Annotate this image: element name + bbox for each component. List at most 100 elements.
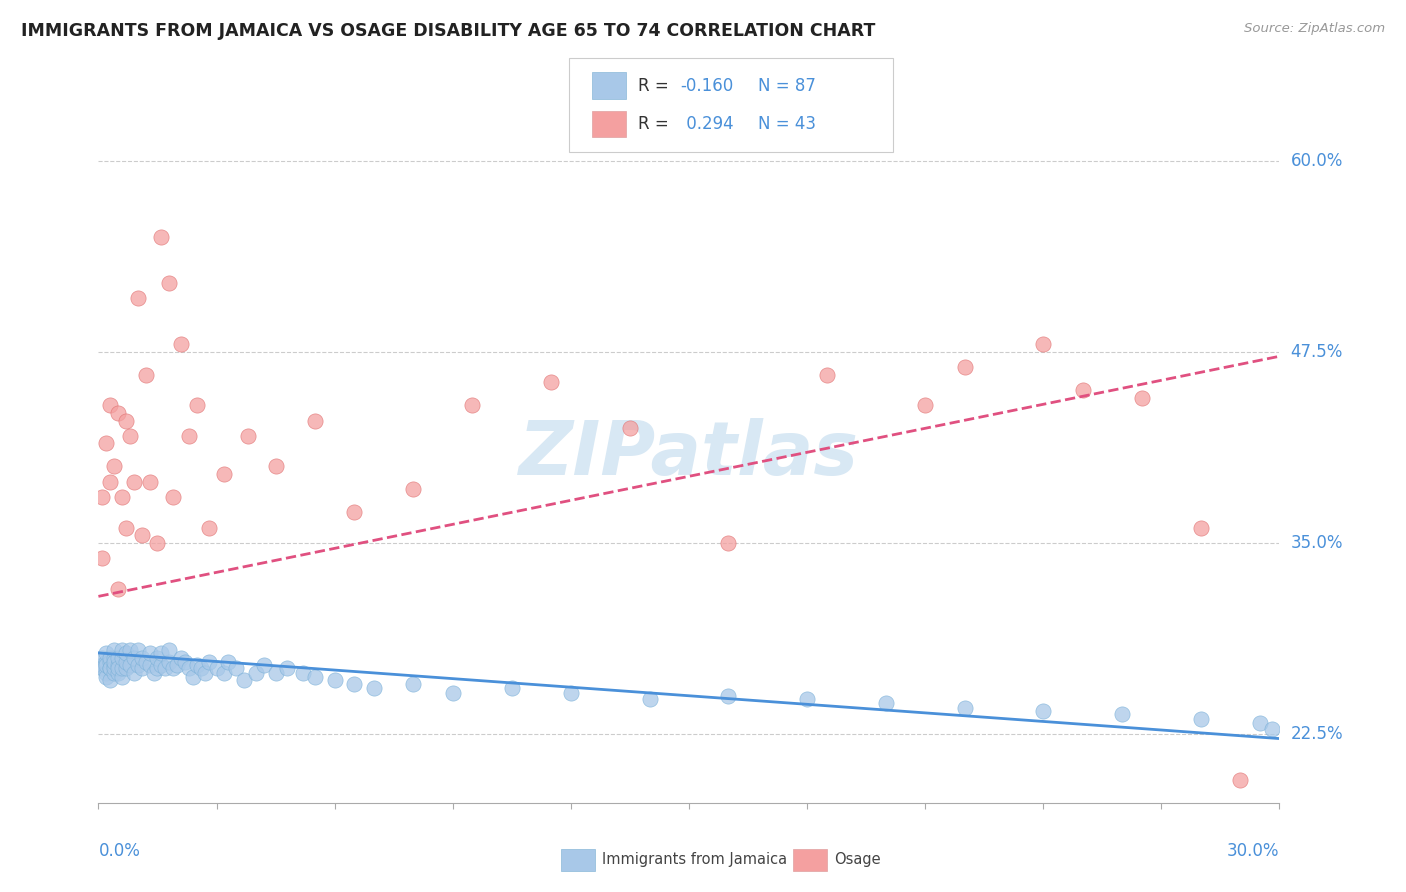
Point xyxy=(122,650,145,665)
Point xyxy=(953,701,976,715)
Point xyxy=(103,661,125,675)
Point xyxy=(111,490,134,504)
Point xyxy=(236,429,259,443)
Point xyxy=(264,665,287,680)
Point xyxy=(111,670,134,684)
Point xyxy=(190,661,212,675)
Point xyxy=(304,670,326,684)
Point xyxy=(142,665,165,680)
Point xyxy=(98,661,121,675)
Point xyxy=(131,528,153,542)
Point xyxy=(323,673,346,688)
Point xyxy=(150,646,173,660)
Point xyxy=(96,646,118,660)
Point xyxy=(1189,520,1212,534)
Point xyxy=(304,413,326,427)
Point xyxy=(441,686,464,700)
Point xyxy=(214,467,236,481)
Point xyxy=(292,665,315,680)
Point xyxy=(815,368,838,382)
Point xyxy=(1071,383,1094,397)
Point xyxy=(115,646,138,660)
Point xyxy=(111,650,134,665)
Point xyxy=(1130,391,1153,405)
Point xyxy=(157,643,180,657)
Point xyxy=(107,650,129,665)
Text: R =: R = xyxy=(638,77,675,95)
Point xyxy=(107,661,129,675)
Point xyxy=(91,490,114,504)
Text: 22.5%: 22.5% xyxy=(1291,725,1343,743)
Point xyxy=(194,665,217,680)
Point xyxy=(96,670,118,684)
Point xyxy=(155,661,177,675)
Point xyxy=(107,658,129,673)
Point xyxy=(103,459,125,474)
Point xyxy=(135,368,157,382)
Point xyxy=(98,661,121,675)
Point xyxy=(162,490,184,504)
Point xyxy=(343,676,366,690)
Point xyxy=(122,475,145,489)
Point xyxy=(162,661,184,675)
Point xyxy=(619,421,641,435)
Point xyxy=(96,658,118,673)
Point xyxy=(402,676,425,690)
Point xyxy=(138,475,160,489)
Text: ZIPatlas: ZIPatlas xyxy=(519,418,859,491)
Point xyxy=(135,655,157,669)
Point xyxy=(1032,337,1054,351)
Point xyxy=(953,359,976,374)
Point xyxy=(103,643,125,657)
Point xyxy=(796,691,818,706)
Text: Source: ZipAtlas.com: Source: ZipAtlas.com xyxy=(1244,22,1385,36)
Point xyxy=(343,505,366,519)
Point xyxy=(914,398,936,412)
Text: IMMIGRANTS FROM JAMAICA VS OSAGE DISABILITY AGE 65 TO 74 CORRELATION CHART: IMMIGRANTS FROM JAMAICA VS OSAGE DISABIL… xyxy=(21,22,876,40)
Text: R =: R = xyxy=(638,115,675,133)
Point xyxy=(91,661,114,675)
Point xyxy=(197,655,219,669)
Text: N = 43: N = 43 xyxy=(758,115,815,133)
Point xyxy=(540,376,562,390)
Point xyxy=(103,650,125,665)
Point xyxy=(1032,704,1054,718)
Point xyxy=(115,655,138,669)
Point xyxy=(138,658,160,673)
Point xyxy=(150,230,173,244)
Point xyxy=(127,658,149,673)
Point xyxy=(205,661,228,675)
Point xyxy=(103,655,125,669)
Point xyxy=(115,520,138,534)
Text: 0.294: 0.294 xyxy=(681,115,733,133)
Point xyxy=(103,665,125,680)
Point xyxy=(402,483,425,497)
Point xyxy=(138,646,160,660)
Point xyxy=(166,658,188,673)
Point xyxy=(118,429,141,443)
Point xyxy=(91,650,114,665)
Point xyxy=(115,413,138,427)
Point xyxy=(107,582,129,596)
Point xyxy=(560,686,582,700)
Text: -0.160: -0.160 xyxy=(681,77,734,95)
Point xyxy=(98,673,121,688)
Point xyxy=(146,536,169,550)
Point xyxy=(197,520,219,534)
Point xyxy=(96,655,118,669)
Point xyxy=(177,661,200,675)
Point xyxy=(174,655,197,669)
Point xyxy=(118,643,141,657)
Point xyxy=(638,691,661,706)
Point xyxy=(217,655,239,669)
Point xyxy=(181,670,204,684)
Point xyxy=(96,665,118,680)
Text: 30.0%: 30.0% xyxy=(1227,842,1279,860)
Point xyxy=(96,436,118,450)
Point xyxy=(1229,772,1251,787)
Point xyxy=(186,658,208,673)
Point xyxy=(214,665,236,680)
Point xyxy=(146,661,169,675)
Point xyxy=(118,658,141,673)
Point xyxy=(111,643,134,657)
